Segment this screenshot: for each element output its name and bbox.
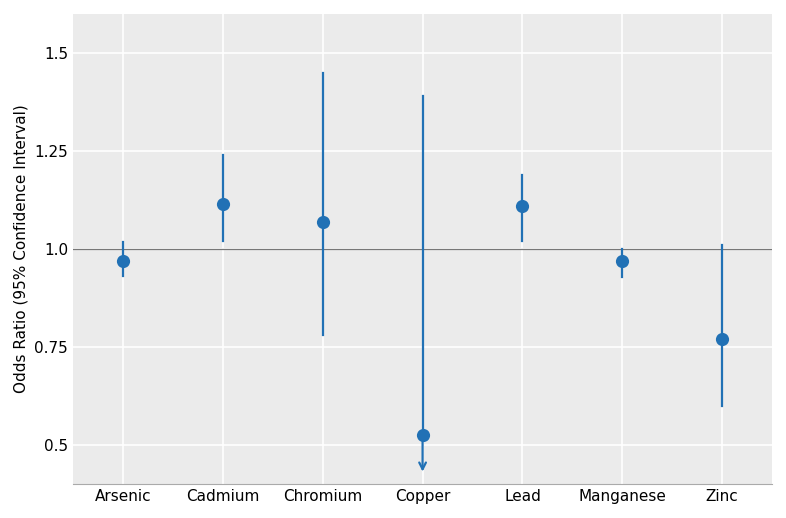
Point bbox=[217, 200, 230, 208]
Point bbox=[516, 202, 529, 210]
Point bbox=[116, 257, 129, 265]
Point bbox=[616, 257, 629, 265]
Point bbox=[716, 335, 729, 343]
Point bbox=[317, 218, 329, 226]
Point bbox=[417, 431, 429, 439]
Y-axis label: Odds Ratio (95% Confidence Interval): Odds Ratio (95% Confidence Interval) bbox=[14, 105, 29, 394]
